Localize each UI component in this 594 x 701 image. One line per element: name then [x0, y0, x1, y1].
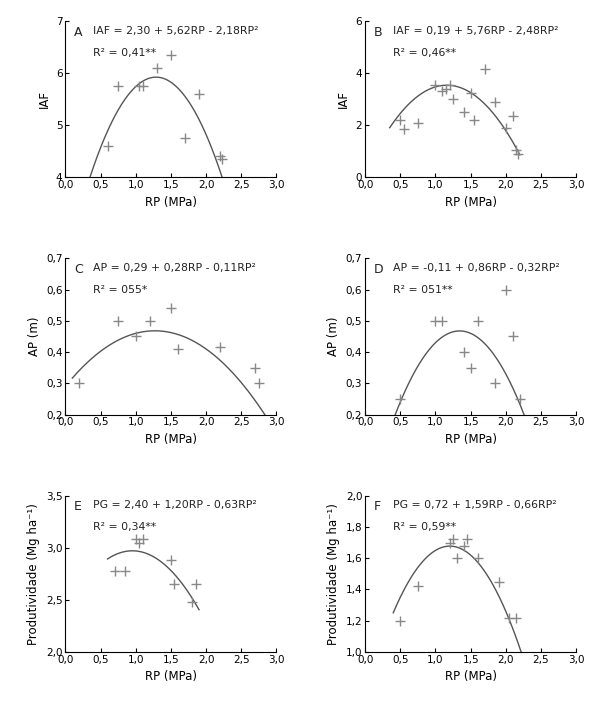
- Point: [110, 565, 119, 576]
- Y-axis label: IAF: IAF: [337, 90, 350, 108]
- Point: [462, 534, 472, 545]
- Point: [145, 315, 154, 327]
- Point: [445, 79, 454, 90]
- Point: [113, 315, 123, 327]
- Point: [459, 107, 468, 118]
- Text: R² = 0,41**: R² = 0,41**: [93, 48, 156, 57]
- Text: R² = 051**: R² = 051**: [393, 285, 452, 295]
- Point: [438, 315, 447, 327]
- Point: [445, 537, 454, 548]
- Point: [501, 284, 511, 295]
- X-axis label: RP (MPa): RP (MPa): [145, 196, 197, 208]
- Point: [431, 79, 440, 90]
- Point: [173, 343, 183, 355]
- Text: IAF = 2,30 + 5,62RP - 2,18RP²: IAF = 2,30 + 5,62RP - 2,18RP²: [93, 26, 258, 36]
- Text: PG = 0,72 + 1,59RP - 0,66RP²: PG = 0,72 + 1,59RP - 0,66RP²: [393, 501, 556, 510]
- Point: [216, 342, 225, 353]
- Point: [511, 144, 521, 156]
- X-axis label: RP (MPa): RP (MPa): [145, 433, 197, 446]
- Point: [469, 114, 479, 125]
- Text: R² = 0,34**: R² = 0,34**: [93, 522, 156, 532]
- Point: [480, 64, 489, 75]
- Point: [254, 378, 264, 389]
- Point: [473, 552, 482, 564]
- Point: [396, 114, 405, 125]
- Text: F: F: [374, 501, 381, 513]
- Y-axis label: Produtividade (Mg ha⁻¹): Produtividade (Mg ha⁻¹): [327, 503, 340, 645]
- Point: [452, 552, 462, 564]
- Point: [448, 93, 458, 104]
- Point: [501, 122, 511, 133]
- Point: [396, 615, 405, 626]
- Point: [134, 81, 144, 92]
- Text: B: B: [374, 26, 382, 39]
- Point: [514, 148, 523, 159]
- Point: [494, 576, 504, 587]
- Text: R² = 0,46**: R² = 0,46**: [393, 48, 456, 57]
- Text: R² = 0,59**: R² = 0,59**: [393, 522, 456, 532]
- Point: [166, 49, 176, 60]
- Text: R² = 055*: R² = 055*: [93, 285, 147, 295]
- Text: D: D: [374, 263, 383, 276]
- Point: [180, 132, 189, 144]
- Point: [466, 362, 475, 374]
- Point: [491, 96, 500, 107]
- Text: IAF = 0,19 + 5,76RP - 2,48RP²: IAF = 0,19 + 5,76RP - 2,48RP²: [393, 26, 558, 36]
- Point: [75, 378, 84, 389]
- Text: E: E: [74, 501, 81, 513]
- Point: [508, 331, 517, 342]
- Text: AP = 0,29 + 0,28RP - 0,11RP²: AP = 0,29 + 0,28RP - 0,11RP²: [93, 263, 255, 273]
- Point: [413, 117, 422, 128]
- Point: [152, 62, 162, 74]
- Point: [413, 580, 422, 592]
- Point: [473, 315, 482, 327]
- Point: [399, 123, 409, 135]
- Point: [438, 86, 447, 97]
- Point: [504, 612, 514, 623]
- Point: [466, 87, 475, 98]
- Text: PG = 2,40 + 1,20RP - 0,63RP²: PG = 2,40 + 1,20RP - 0,63RP²: [93, 501, 257, 510]
- Point: [131, 331, 140, 342]
- Point: [217, 154, 226, 165]
- Point: [194, 88, 204, 100]
- Point: [251, 362, 260, 374]
- Point: [121, 565, 130, 576]
- X-axis label: RP (MPa): RP (MPa): [145, 670, 197, 683]
- Point: [216, 151, 225, 162]
- Point: [431, 315, 440, 327]
- Y-axis label: Produtividade (Mg ha⁻¹): Produtividade (Mg ha⁻¹): [27, 503, 40, 645]
- Y-axis label: AP (m): AP (m): [327, 317, 340, 356]
- Point: [511, 612, 521, 623]
- X-axis label: RP (MPa): RP (MPa): [445, 433, 497, 446]
- Point: [166, 303, 176, 314]
- Point: [166, 554, 176, 566]
- Y-axis label: IAF: IAF: [37, 90, 50, 108]
- Point: [170, 578, 179, 590]
- Point: [448, 534, 458, 545]
- Point: [508, 111, 517, 122]
- Text: C: C: [74, 263, 83, 276]
- Point: [103, 140, 112, 151]
- Point: [441, 83, 451, 95]
- Point: [131, 534, 140, 545]
- Point: [459, 540, 468, 552]
- Point: [187, 597, 197, 608]
- Point: [396, 393, 405, 404]
- Point: [134, 537, 144, 548]
- Y-axis label: AP (m): AP (m): [27, 317, 40, 356]
- Point: [191, 578, 200, 590]
- Text: A: A: [74, 26, 83, 39]
- Point: [113, 81, 123, 92]
- Point: [459, 346, 468, 358]
- X-axis label: RP (MPa): RP (MPa): [445, 196, 497, 208]
- Text: AP = -0,11 + 0,86RP - 0,32RP²: AP = -0,11 + 0,86RP - 0,32RP²: [393, 263, 560, 273]
- X-axis label: RP (MPa): RP (MPa): [445, 670, 497, 683]
- Point: [138, 81, 147, 92]
- Point: [515, 393, 525, 404]
- Point: [491, 378, 500, 389]
- Point: [138, 534, 147, 545]
